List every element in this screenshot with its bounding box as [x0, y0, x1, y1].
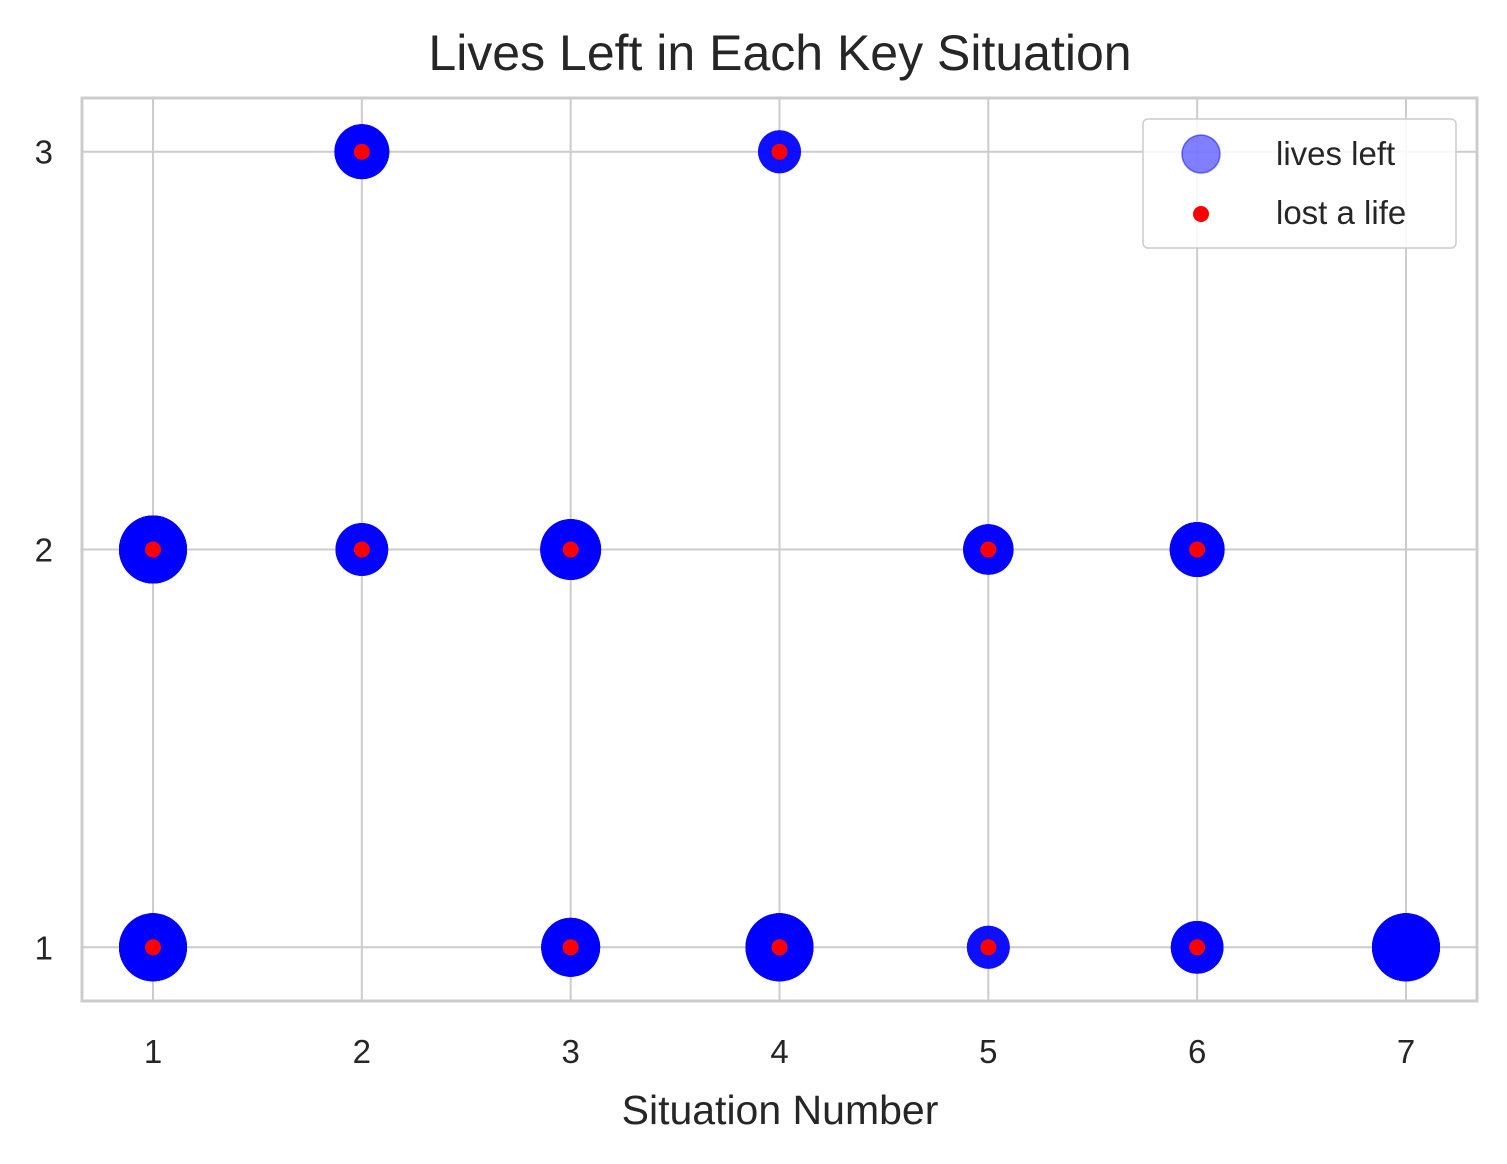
plot-area-frame	[80, 96, 1479, 1003]
lost-a-life-point	[1189, 541, 1206, 558]
lost-a-life-point	[353, 541, 370, 558]
lost-a-life-point	[145, 541, 162, 558]
x-axis-label: Situation Number	[622, 1087, 939, 1133]
legend: lives left lost a life	[1142, 118, 1457, 249]
lost-a-life-point	[1189, 939, 1206, 956]
x-tick-label: 7	[1397, 1033, 1415, 1070]
lost-a-life-point	[145, 939, 162, 956]
x-tick-label: 3	[561, 1033, 579, 1070]
lost-a-life-point	[562, 541, 579, 558]
x-tick-label: 2	[353, 1033, 371, 1070]
x-tick-label: 4	[770, 1033, 788, 1070]
lost-a-life-point	[771, 939, 788, 956]
y-tick-label: 1	[35, 929, 53, 966]
legend-box	[1142, 118, 1457, 249]
legend-label-lost-a-life: lost a life	[1276, 194, 1406, 231]
lost-a-life-point	[980, 541, 997, 558]
legend-marker-lives-left	[1181, 134, 1221, 174]
lost-a-life-point	[980, 939, 997, 956]
y-tick-label: 3	[35, 134, 53, 171]
legend-label-lives-left: lives left	[1276, 135, 1395, 172]
y-axis-ticks: 1 2 3	[35, 134, 53, 967]
x-tick-label: 1	[144, 1033, 162, 1070]
x-axis-ticks: 1 2 3 4 5 6 7	[144, 1033, 1415, 1070]
x-tick-label: 5	[979, 1033, 997, 1070]
lost-a-life-point	[562, 939, 579, 956]
lost-a-life-series	[145, 143, 1206, 956]
chart-title: Lives Left in Each Key Situation	[428, 25, 1131, 81]
legend-marker-lost-a-life	[1193, 206, 1209, 222]
x-tick-label: 6	[1188, 1033, 1206, 1070]
lost-a-life-point	[353, 143, 370, 160]
lives-left-point	[1371, 913, 1440, 982]
y-tick-label: 2	[35, 532, 53, 569]
lost-a-life-point	[771, 143, 788, 160]
